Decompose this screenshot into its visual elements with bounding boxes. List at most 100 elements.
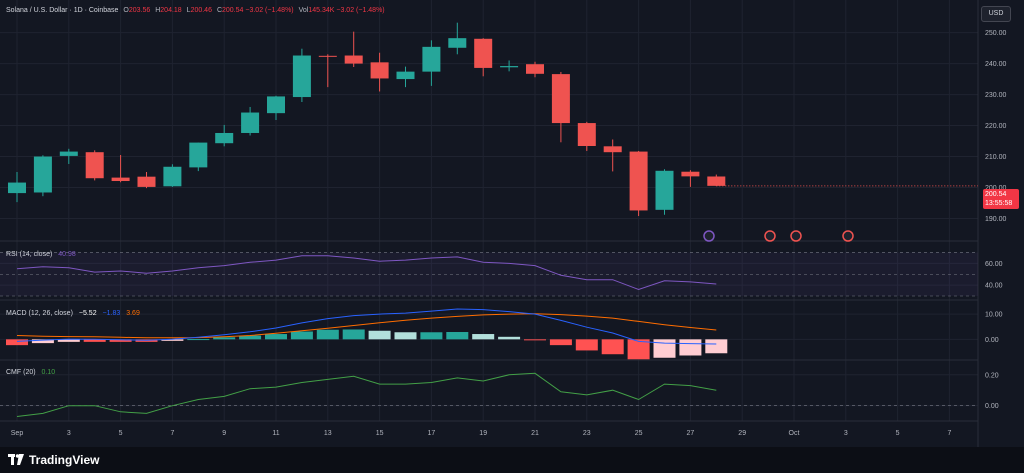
macd-axis-tick-label: 0.00 (985, 337, 999, 344)
candle-body (474, 38, 493, 68)
footer-bar: TradingView (0, 447, 1024, 473)
candle-body (629, 151, 648, 211)
macd-histogram-bar (187, 339, 210, 341)
axes: Sep 3 5 7 9 11 13 15 17 19 21 23 25 27 29 Oct 3 5 7 190.00 2… (11, 30, 1007, 437)
candle-body (215, 132, 234, 144)
macd-histogram-bar (549, 339, 572, 346)
currency-button[interactable]: USD (981, 6, 1011, 22)
event-markers[interactable] (703, 230, 854, 242)
candle-body (267, 96, 285, 114)
macd-histogram-bar (6, 339, 28, 346)
macd-histogram-bar (627, 339, 650, 360)
macd-histogram-bar (420, 332, 443, 340)
macd-axis-tick-label: 10.00 (985, 312, 1003, 319)
macd-histogram-bar (290, 331, 313, 340)
candle-body (59, 151, 78, 156)
candle-body (551, 74, 570, 124)
x-tick-label: 21 (531, 430, 539, 437)
price-axis-tick-label: 240.00 (985, 61, 1007, 68)
macd-histogram-bar (213, 337, 236, 340)
x-tick-label: 11 (272, 430, 279, 437)
macd-pane (6, 308, 728, 360)
pane-separators (0, 0, 979, 447)
cmf-legend[interactable]: CMF (20) 0.10 (6, 369, 55, 376)
low-value: 200.46 (190, 7, 212, 14)
macd-histogram-bar (705, 339, 728, 354)
candle-body (577, 123, 596, 146)
x-tick-label: 17 (428, 430, 436, 437)
dividend-event-icon (703, 230, 715, 242)
macd-legend[interactable]: MACD (12, 26, close) −5.52 −1.83 3.69 (6, 310, 140, 317)
macd-legend-macd: −1.83 (102, 310, 121, 317)
rsi-legend[interactable]: RSI (14, close) 40.98 (6, 251, 76, 258)
x-tick-label: 15 (376, 430, 384, 437)
candle-body (111, 177, 130, 182)
candle-body (396, 71, 415, 80)
bar-countdown: 13:55:58 (985, 200, 1013, 207)
rsi-band (0, 252, 978, 297)
candles (8, 22, 978, 217)
macd-histogram-bar (31, 339, 54, 344)
cmf-pane (0, 372, 978, 417)
low-label: L (186, 7, 191, 14)
candle-body (241, 112, 260, 133)
x-tick-label: 13 (324, 430, 332, 437)
price-axis-tick-label: 230.00 (985, 92, 1007, 99)
macd-histogram-bar (679, 339, 702, 356)
last-price-value: 200.54 (985, 191, 1007, 198)
cmf-axis-tick-label: 0.20 (985, 372, 999, 379)
macd-histogram-bar (601, 339, 624, 355)
macd-legend-hist: −5.52 (78, 310, 97, 317)
chart-canvas[interactable]: Sep 3 5 7 9 11 13 15 17 19 21 23 25 27 29 Oct 3 5 7 190.00 2… (0, 0, 1024, 447)
x-tick-label: 3 (844, 430, 848, 437)
x-tick-label: 7 (170, 430, 174, 437)
macd-signal-line (16, 313, 717, 339)
x-tick-label: Sep (11, 430, 24, 437)
macd-histogram-bar (57, 339, 80, 342)
candle-body (344, 55, 363, 64)
rsi-legend-name: RSI (14, close) (6, 251, 53, 258)
macd-histogram-bar (342, 329, 365, 340)
tradingview-logo[interactable]: TradingView (8, 453, 99, 467)
economic-event-icon (842, 230, 854, 242)
macd-histogram-bar (316, 329, 339, 340)
candle-body (422, 46, 441, 72)
candle-body (137, 176, 156, 187)
x-tick-label: 29 (738, 430, 746, 437)
price-axis-tick-label: 200.00 (985, 185, 1007, 192)
close-value: 200.54 (222, 7, 244, 14)
cmf-line (16, 372, 717, 417)
candle-body (318, 55, 337, 57)
candle-body (163, 166, 182, 187)
price-axis-tick-label: 220.00 (985, 123, 1007, 130)
high-label: H (155, 7, 161, 14)
rsi-legend-value: 40.98 (58, 251, 76, 258)
macd-legend-name: MACD (12, 26, close) (6, 310, 73, 317)
x-tick-label: 27 (687, 430, 695, 437)
macd-histogram-bar (524, 339, 546, 341)
brand-name: TradingView (29, 453, 100, 467)
cmf-axis-tick-label: 0.00 (985, 403, 999, 410)
candle-body (189, 142, 208, 168)
macd-histogram-bar (575, 339, 598, 351)
macd-histogram-bar (161, 339, 184, 341)
candle-body (681, 171, 700, 177)
symbol-title: Solana / U.S. Dollar · 1D · Coinbase (6, 7, 119, 14)
macd-histogram-bar (265, 334, 287, 340)
candle-body (33, 156, 52, 193)
tradingview-mark-icon (8, 454, 24, 465)
economic-event-icon (790, 230, 802, 242)
price-axis-tick-label: 210.00 (985, 154, 1007, 161)
macd-line (16, 308, 717, 345)
rsi-line (16, 255, 717, 291)
change-value: −3.02 (−1.48%) (245, 7, 294, 14)
candle-body (500, 66, 519, 68)
x-tick-label: 3 (67, 430, 71, 437)
high-value: 204.18 (160, 7, 182, 14)
candle-body (85, 152, 104, 179)
price-axis-tick-label: 250.00 (985, 30, 1007, 37)
vol-value: 145.34K (308, 7, 335, 14)
candle-body (707, 176, 726, 186)
macd-histogram-bar (109, 339, 132, 342)
